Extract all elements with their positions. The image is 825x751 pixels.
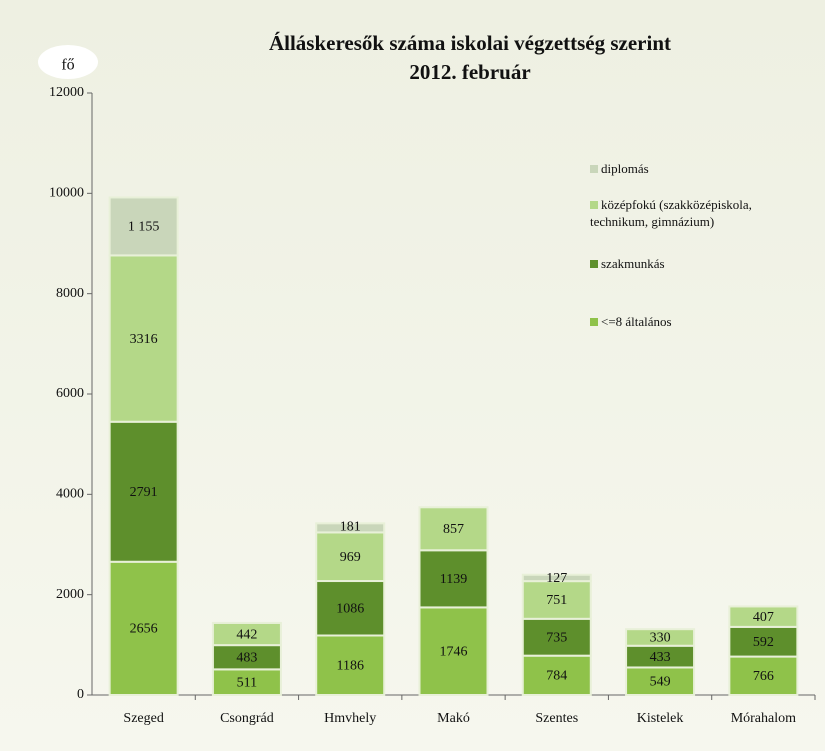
bar-segment bbox=[315, 580, 386, 637]
y-tick-label: 6000 bbox=[56, 386, 84, 401]
bar-segment bbox=[418, 549, 489, 609]
x-tick-label: Makó bbox=[437, 711, 470, 726]
x-tick-label: Mórahalom bbox=[731, 711, 796, 726]
bar-segment bbox=[211, 644, 282, 671]
bar-segment bbox=[108, 196, 179, 257]
data-label: 330 bbox=[650, 631, 671, 646]
data-label: 181 bbox=[340, 520, 361, 535]
data-label: 784 bbox=[546, 669, 567, 684]
data-label: 442 bbox=[236, 627, 257, 642]
y-label-bubble bbox=[38, 45, 98, 79]
bar-segment bbox=[315, 531, 386, 583]
y-tick-label: 2000 bbox=[56, 587, 84, 602]
x-tick-label: Kistelek bbox=[637, 711, 684, 726]
y-tick-label: 10000 bbox=[49, 186, 84, 201]
chart-subtitle: 2012. február bbox=[409, 60, 530, 84]
y-tick-label: 8000 bbox=[56, 286, 84, 301]
y-tick-label: 12000 bbox=[49, 85, 84, 100]
data-label: 483 bbox=[236, 650, 257, 665]
legend-label: szakmunkás bbox=[601, 256, 665, 271]
data-label: 592 bbox=[753, 635, 774, 650]
chart-title: Álláskeresők száma iskolai végzettség sz… bbox=[269, 31, 671, 55]
bar-segment bbox=[521, 580, 592, 620]
legend-swatch bbox=[590, 318, 598, 326]
y-axis-label: fő bbox=[61, 57, 74, 74]
legend-label: középfokú (szakközépiskola, technikum, g… bbox=[590, 197, 752, 229]
legend-label: diplomás bbox=[601, 161, 649, 176]
data-label: 1746 bbox=[440, 644, 468, 659]
legend-swatch bbox=[590, 260, 598, 268]
x-tick-label: Csongrád bbox=[220, 711, 274, 726]
data-label: 2791 bbox=[130, 485, 158, 500]
bar-segment bbox=[211, 621, 282, 647]
bar-segment bbox=[418, 506, 489, 552]
bar-segment bbox=[108, 560, 179, 696]
bar-segment bbox=[315, 634, 386, 696]
data-label: 511 bbox=[237, 675, 257, 690]
bar-segment bbox=[728, 605, 799, 628]
bar-segment bbox=[108, 254, 179, 423]
data-label: 407 bbox=[753, 610, 774, 625]
data-label: 751 bbox=[546, 593, 567, 608]
data-label: 549 bbox=[650, 674, 671, 689]
legend-item: középfokú (szakközépiskola, technikum, g… bbox=[590, 196, 790, 230]
bar-segment bbox=[728, 625, 799, 658]
data-label: 969 bbox=[340, 550, 361, 565]
data-label: 3316 bbox=[130, 332, 158, 347]
legend-item: szakmunkás bbox=[590, 255, 790, 272]
data-label: 1139 bbox=[440, 572, 467, 587]
x-tick-label: Szentes bbox=[535, 711, 578, 726]
data-label: 2656 bbox=[130, 622, 158, 637]
data-label: 1086 bbox=[336, 601, 364, 616]
data-label: 1186 bbox=[336, 658, 363, 673]
legend-item: <=8 általános bbox=[590, 313, 790, 330]
data-label: 766 bbox=[753, 669, 774, 684]
legend-item: diplomás bbox=[590, 160, 790, 177]
data-label: 127 bbox=[546, 571, 567, 586]
legend-label: <=8 általános bbox=[601, 314, 672, 329]
x-tick-label: Szeged bbox=[123, 711, 163, 726]
bar-segment bbox=[108, 420, 179, 563]
x-tick-label: Hmvhely bbox=[324, 711, 376, 726]
bar-segment bbox=[521, 654, 592, 696]
data-label: 433 bbox=[650, 650, 671, 665]
bar-segment bbox=[625, 628, 696, 647]
bar-segment bbox=[521, 617, 592, 657]
legend-swatch bbox=[590, 165, 598, 173]
bar-segment bbox=[418, 606, 489, 696]
bar-segment bbox=[521, 573, 592, 583]
data-label: 735 bbox=[546, 630, 567, 645]
bar-segment bbox=[211, 668, 282, 696]
legend-swatch bbox=[590, 201, 598, 209]
y-tick-label: 0 bbox=[77, 687, 84, 702]
data-label: 857 bbox=[443, 522, 464, 537]
bar-segment bbox=[315, 522, 386, 534]
data-label: 1 155 bbox=[128, 220, 160, 235]
y-tick-label: 4000 bbox=[56, 487, 84, 502]
